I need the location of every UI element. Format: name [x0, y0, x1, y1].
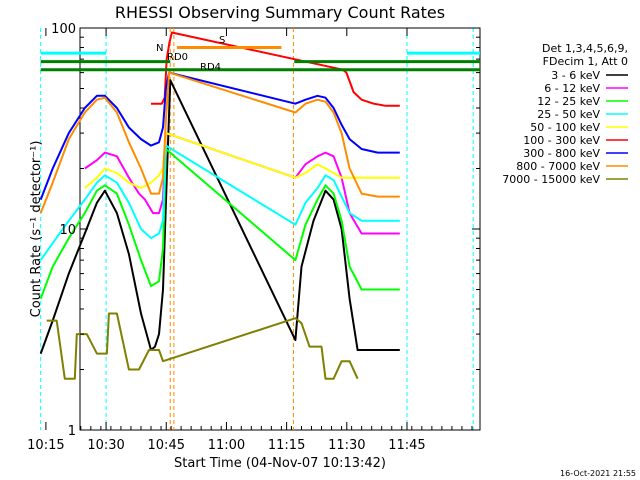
- series-50-100-kev: [84, 132, 400, 189]
- x-tick-label: 11:45: [388, 438, 425, 453]
- annotation-s: S: [219, 35, 225, 46]
- legend-label-50-100-kev: 50 - 100 keV: [530, 121, 600, 134]
- series-800-7000-kev: [39, 71, 400, 214]
- state-bars: [40, 45, 480, 72]
- series-12-25-kev: [39, 148, 400, 300]
- series-300-800-kev: [39, 71, 400, 200]
- legend-header-line-1: Det 1,3,4,5,6,9,: [542, 42, 628, 55]
- x-tick-label: 10:30: [87, 438, 124, 453]
- y-tick-label: 10: [59, 223, 76, 238]
- chart-title: RHESSI Observing Summary Count Rates: [115, 3, 445, 22]
- y-axis-label: Count Rate (s⁻¹ detector⁻¹): [29, 141, 44, 318]
- x-tick-label: 11:30: [328, 438, 365, 453]
- series-7000-15000-kev: [46, 312, 359, 380]
- legend-label-25-50-kev: 25 - 50 keV: [537, 108, 600, 121]
- legend-label-300-800-kev: 300 - 800 keV: [523, 147, 600, 160]
- legend: Det 1,3,4,5,6,9, FDecim 1, Att 0 3 - 6 k…: [502, 42, 628, 186]
- plot-area: 1 10 100 10:15 10:30 10:45 11:00 11:15 11:30 11:…: [27, 22, 481, 453]
- legend-label-800-7000-kev: 800 - 7000 keV: [516, 160, 600, 173]
- annotation-n: N: [156, 43, 163, 54]
- legend-header-line-2: FDecim 1, Att 0: [543, 55, 628, 68]
- y-tick-label: 1: [68, 424, 76, 439]
- legend-label-100-300-kev: 100 - 300 keV: [523, 134, 600, 147]
- series-3-6-kev: [39, 79, 400, 354]
- legend-label-7000-15000-kev: 7000 - 15000 keV: [502, 173, 600, 186]
- legend-label-6-12-kev: 6 - 12 keV: [544, 82, 600, 95]
- series-25-50-kev: [39, 144, 400, 261]
- y-ticks: 1 10 100: [51, 22, 480, 439]
- x-tick-label: 10:45: [148, 438, 185, 453]
- x-tick-label: 10:15: [27, 438, 64, 453]
- annotation-rd4: RD4: [200, 62, 221, 73]
- x-axis-label: Start Time (04-Nov-07 10:13:42): [174, 456, 386, 471]
- series-100-300-kev: [151, 31, 400, 107]
- annotation-rd0: RD0: [167, 52, 188, 63]
- y-tick-label: 100: [51, 22, 76, 37]
- x-ticks: 10:15 10:30 10:45 11:00 11:15 11:30 11:45: [27, 28, 473, 453]
- series-lines: [39, 31, 400, 380]
- footer-timestamp: 16-Oct-2021 21:55: [560, 469, 636, 478]
- x-tick-label: 11:15: [268, 438, 305, 453]
- x-tick-label: 11:00: [208, 438, 245, 453]
- legend-label-12-25-kev: 12 - 25 keV: [537, 95, 600, 108]
- legend-label-3-6-kev: 3 - 6 keV: [551, 69, 600, 82]
